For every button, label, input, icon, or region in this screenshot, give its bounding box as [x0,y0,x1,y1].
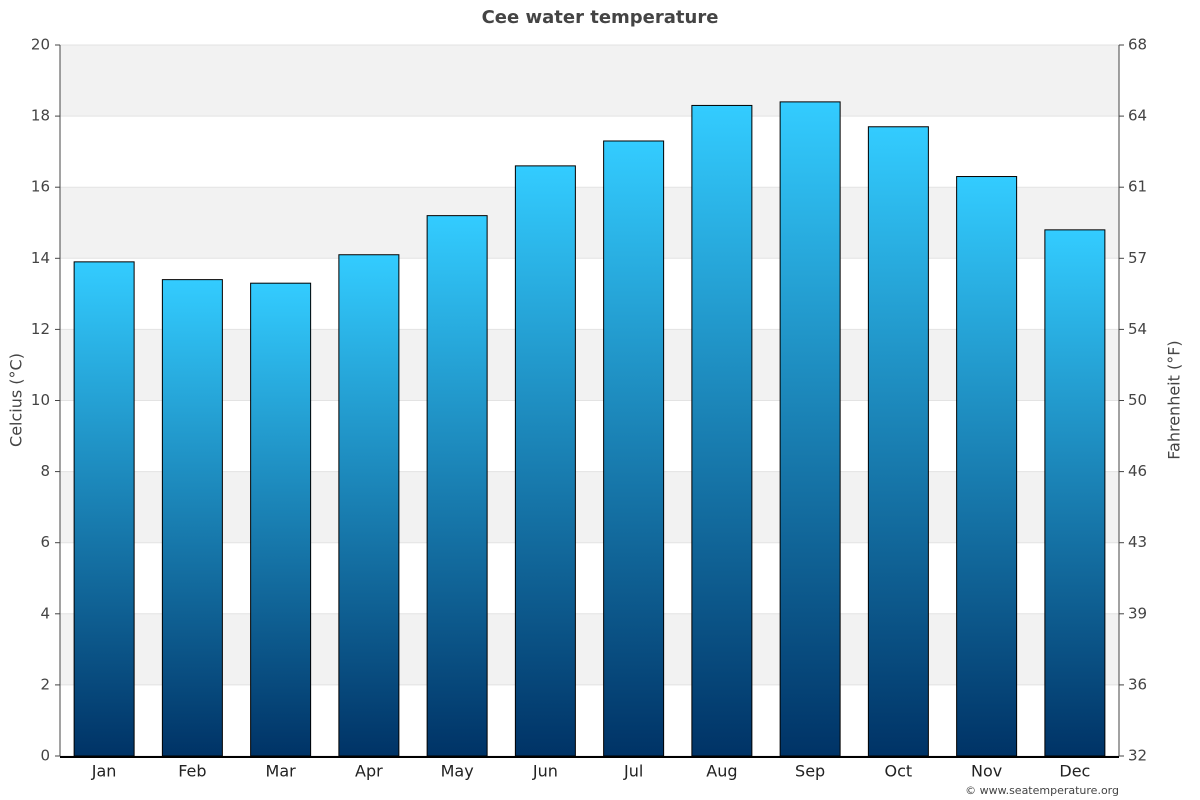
y2-tick-label: 61 [1128,178,1147,196]
x-tick-label: Dec [1059,762,1090,781]
y-tick-label: 20 [31,36,50,54]
x-tick-label: Feb [178,762,206,781]
bar [73,261,135,757]
bar [867,126,929,757]
bar [161,279,223,757]
bar [779,101,841,757]
x-tick-label: Jan [91,762,117,781]
x-tick-label: Mar [266,762,297,781]
y-tick-label: 18 [31,107,50,125]
y-tick-label: 8 [40,462,50,480]
y2-tick-label: 68 [1128,36,1147,54]
y2-tick-label: 54 [1128,320,1147,338]
y-tick-label: 12 [31,320,50,338]
y-tick-label: 10 [31,391,50,409]
bar [1044,229,1106,757]
x-tick-label: Sep [795,762,825,781]
y2-axis-title: Fahrenheit (°F) [1165,340,1184,459]
y-tick-label: 2 [40,675,50,693]
grid-band [60,329,1119,401]
grid-band [60,613,1119,685]
bar [956,176,1018,757]
bar [338,254,400,757]
y2-tick-label: 36 [1128,675,1147,693]
y2-tick-label: 57 [1128,249,1147,267]
bar [250,282,312,757]
x-tick-label: Jul [623,762,643,781]
grid-band [60,187,1119,259]
bar [514,165,576,757]
y2-tick-label: 64 [1128,107,1147,125]
x-tick-label: May [441,762,474,781]
bar [691,104,753,757]
grid-band [60,45,1119,117]
chart-title: Cee water temperature [482,7,719,28]
y2-tick-label: 50 [1128,391,1147,409]
x-tick-label: Jun [532,762,558,781]
credit: © www.seatemperature.org [965,784,1119,797]
x-tick-label: Nov [971,762,1002,781]
x-tick-label: Apr [355,762,383,781]
y2-tick-label: 39 [1128,604,1147,622]
x-tick-label: Oct [885,762,913,781]
bar [603,140,665,757]
y2-tick-label: 32 [1128,747,1147,765]
y-axis-title: Celcius (°C) [7,353,26,447]
y2-tick-label: 46 [1128,462,1147,480]
y2-tick-label: 43 [1128,533,1147,551]
y-tick-label: 6 [40,533,50,551]
y-tick-label: 16 [31,178,50,196]
grid-band [60,471,1119,543]
x-tick-label: Aug [706,762,737,781]
bar [426,215,488,757]
y-tick-label: 4 [40,604,50,622]
y-tick-label: 0 [40,747,50,765]
y-tick-label: 14 [31,249,50,267]
